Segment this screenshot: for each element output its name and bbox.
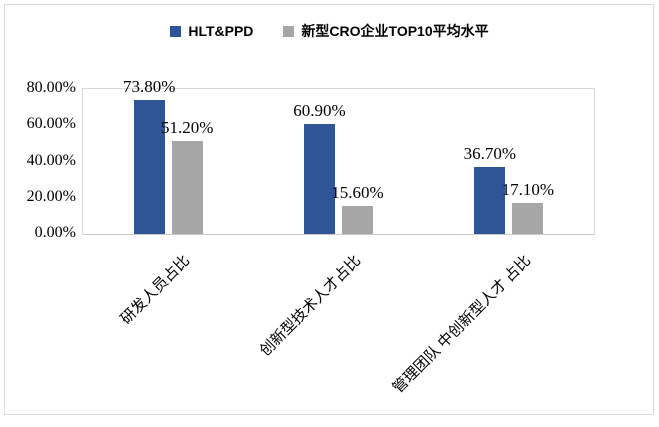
y-tick-label: 80.00% — [26, 79, 76, 96]
y-tick-label: 40.00% — [26, 151, 76, 169]
bar-value-label: 51.20% — [160, 118, 214, 137]
y-tick-label: 20.00% — [26, 187, 76, 205]
legend: HLT&PPD 新型CRO企业TOP10平均水平 — [0, 21, 659, 41]
bar-value-label: 60.90% — [293, 101, 346, 120]
bar-value-label: 17.10% — [501, 180, 555, 199]
legend-item: HLT&PPD — [170, 23, 253, 39]
bar — [512, 203, 544, 234]
bar-value-label: 73.80% — [122, 77, 176, 96]
y-tick-label: 60.00% — [26, 115, 76, 133]
bar — [171, 141, 203, 234]
y-tick-label: 0.00% — [34, 224, 76, 241]
legend-label: 新型CRO企业TOP10平均水平 — [301, 23, 489, 39]
bar — [133, 100, 165, 234]
plot-area: 73.80% 51.20% 60.90% 15.60% 36.70% 17.10% — [82, 77, 595, 235]
bar — [304, 124, 335, 234]
legend-swatch-icon — [283, 25, 295, 37]
legend-swatch-icon — [170, 25, 182, 37]
bar-value-label: 15.60% — [331, 183, 384, 202]
legend-item: 新型CRO企业TOP10平均水平 — [283, 21, 489, 41]
bar — [474, 167, 506, 234]
legend-label: HLT&PPD — [188, 23, 254, 39]
bar-value-label: 36.70% — [463, 144, 517, 163]
bar — [342, 206, 373, 234]
